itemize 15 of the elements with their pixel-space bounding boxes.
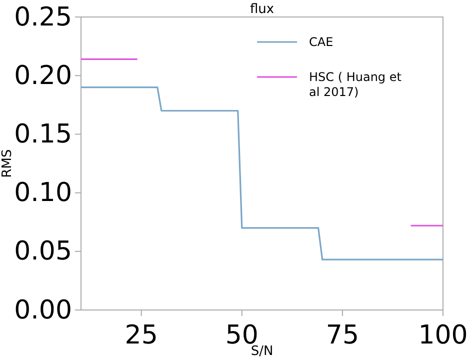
line-series <box>80 86 444 260</box>
y-tick-label: 0.00 <box>14 295 72 326</box>
x-tick-label: 75 <box>326 320 359 351</box>
y-tick-label: 0.10 <box>14 178 72 208</box>
y-tick-label: 0.20 <box>14 60 72 91</box>
y-tick-label: 0.05 <box>14 236 72 267</box>
chart-title: flux <box>250 2 274 17</box>
x-tick-label: 25 <box>124 320 158 351</box>
x-tick-label: 100 <box>418 320 468 351</box>
legend-label: HSC ( Huang et al 2017) <box>309 70 402 99</box>
y-tick-label: 0.25 <box>14 2 72 32</box>
y-tick-label: 0.15 <box>14 120 72 150</box>
legend-label: CAE <box>309 35 334 49</box>
y-axis-title: RMS <box>0 149 15 178</box>
x-axis-title: S/N <box>250 344 274 358</box>
